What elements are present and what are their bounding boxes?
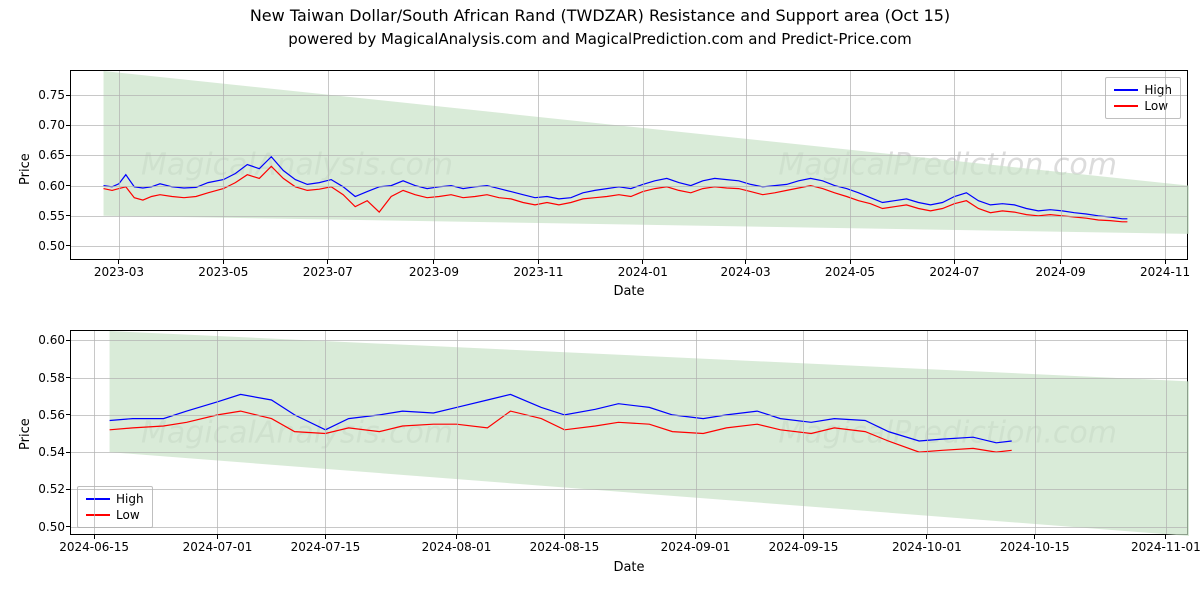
- ylabel-bottom: Price: [18, 418, 33, 450]
- legend-label-low-2: Low: [116, 508, 140, 522]
- panel-bottom: MagicalAnalysis.com MagicalPrediction.co…: [0, 320, 1200, 590]
- panel-top: MagicalAnalysis.com MagicalPrediction.co…: [0, 60, 1200, 310]
- xtick-label: 2024-10-01: [892, 540, 962, 554]
- support-resistance-band: [110, 331, 1189, 536]
- plot-top: MagicalAnalysis.com MagicalPrediction.co…: [70, 70, 1188, 260]
- xtick-label: 2023-07: [303, 265, 353, 279]
- legend-bottom: High Low: [77, 486, 153, 528]
- xtick-label: 2024-01: [618, 265, 668, 279]
- chart-container: New Taiwan Dollar/South African Rand (TW…: [0, 0, 1200, 600]
- legend-row-low: Low: [1114, 98, 1172, 114]
- xtick-label: 2024-09: [1036, 265, 1086, 279]
- ytick-label: 0.50: [15, 239, 65, 253]
- xtick-label: 2024-08-15: [530, 540, 600, 554]
- xtick-label: 2024-11: [1140, 265, 1190, 279]
- legend-swatch-low-2: [86, 514, 110, 516]
- legend-label-high-2: High: [116, 492, 144, 506]
- xtick-label: 2024-07-01: [183, 540, 253, 554]
- legend-swatch-high: [1114, 89, 1138, 91]
- xtick-label: 2024-07-15: [291, 540, 361, 554]
- xtick-label: 2023-11: [513, 265, 563, 279]
- chart-title: New Taiwan Dollar/South African Rand (TW…: [0, 6, 1200, 25]
- xtick-label: 2024-03: [720, 265, 770, 279]
- xtick-label: 2024-07: [929, 265, 979, 279]
- xtick-label: 2024-05: [825, 265, 875, 279]
- legend-swatch-low: [1114, 105, 1138, 107]
- xtick-label: 2023-03: [94, 265, 144, 279]
- xtick-label: 2024-08-01: [422, 540, 492, 554]
- ylabel-top: Price: [18, 153, 33, 185]
- xtick-label: 2024-09-15: [769, 540, 839, 554]
- xtick-label: 2024-09-01: [661, 540, 731, 554]
- ytick-label: 0.55: [15, 209, 65, 223]
- xtick-label: 2024-06-15: [59, 540, 129, 554]
- xlabel-top: Date: [70, 284, 1188, 299]
- legend-swatch-high-2: [86, 498, 110, 500]
- plot-bottom-svg: [71, 331, 1189, 536]
- plot-top-svg: [71, 71, 1189, 261]
- chart-subtitle: powered by MagicalAnalysis.com and Magic…: [0, 30, 1200, 48]
- ytick-label: 0.52: [15, 482, 65, 496]
- xtick-label: 2024-10-15: [1000, 540, 1070, 554]
- xtick-label: 2023-05: [198, 265, 248, 279]
- ytick-label: 0.58: [15, 371, 65, 385]
- xtick-label: 2024-11-01: [1131, 540, 1200, 554]
- ytick-label: 0.60: [15, 333, 65, 347]
- xlabel-bottom: Date: [70, 560, 1188, 575]
- ytick-label: 0.50: [15, 520, 65, 534]
- ytick-label: 0.75: [15, 88, 65, 102]
- xtick-label: 2023-09: [409, 265, 459, 279]
- legend-top: High Low: [1105, 77, 1181, 119]
- plot-bottom: MagicalAnalysis.com MagicalPrediction.co…: [70, 330, 1188, 535]
- ytick-label: 0.70: [15, 118, 65, 132]
